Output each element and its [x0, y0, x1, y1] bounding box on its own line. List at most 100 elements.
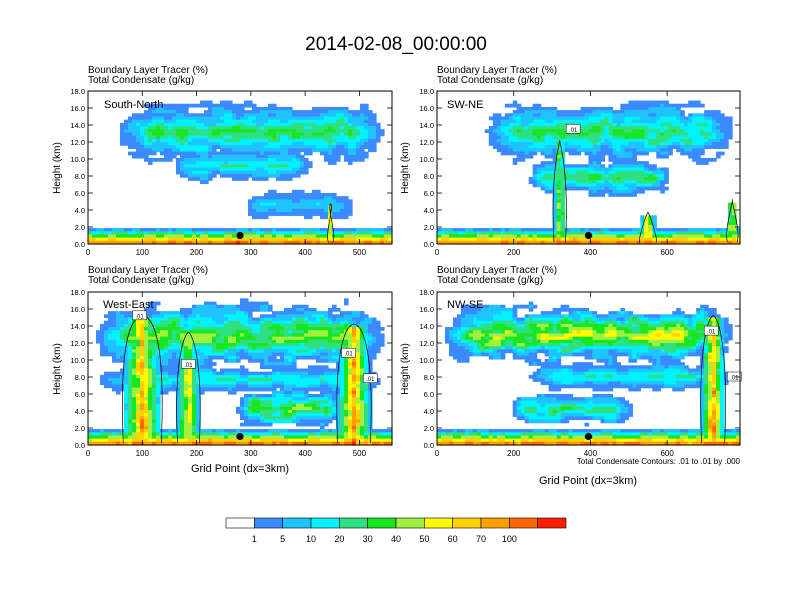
y-tick-label: 2.0 — [75, 424, 85, 433]
y-tick-label: 2.0 — [75, 223, 85, 232]
contour-label-box — [703, 325, 719, 336]
colorbar-swatch — [509, 517, 538, 529]
panel-label: NW-SE — [447, 299, 483, 311]
y-tick-label: 18.0 — [70, 288, 85, 297]
x-tick-label: 500 — [353, 248, 367, 257]
y-tick-label: 10.0 — [70, 356, 85, 365]
x-tick-label: 600 — [660, 248, 674, 257]
panel-sw-ne: Boundary Layer Tracer (%) Total Condensa… — [400, 65, 741, 257]
contour-label: .01 — [184, 363, 193, 369]
condensate-contour — [327, 203, 335, 243]
x-tick-label: 500 — [353, 449, 367, 458]
y-tick-label: 18.0 — [419, 87, 434, 96]
y-tick-label: 2.0 — [424, 424, 434, 433]
colorbar-label: 70 — [476, 534, 486, 544]
panel-plot: .01 0 200 400 600 0.0 2.0 4.0 6.0 8.0 10.0 12.0 14.0… — [419, 87, 741, 257]
plot-frame — [436, 90, 741, 245]
panel-plot: 0 100 200 300 400 500 0.0 2.0 4.0 6.0 8.0 10.0 12.0 1… — [70, 87, 393, 257]
tracer-field — [437, 301, 741, 446]
panel-title-line1: Boundary Layer Tracer (%) — [437, 65, 557, 76]
x-tick-label: 300 — [244, 449, 258, 458]
x-tick-label: 600 — [660, 449, 674, 458]
contour-label-box — [726, 371, 742, 382]
y-tick-label: 18.0 — [419, 288, 434, 297]
x-axis-label-right: Grid Point (dx=3km) — [539, 475, 637, 487]
colorbar-swatch — [367, 517, 397, 529]
x-tick-label: 200 — [507, 248, 521, 257]
x-axis-label-left: Grid Point (dx=3km) — [191, 463, 289, 475]
y-tick-label: 12.0 — [419, 138, 434, 147]
tracer-field — [437, 100, 741, 245]
condensate-contour — [552, 139, 567, 243]
colorbar-swatch — [424, 517, 453, 529]
location-marker — [584, 432, 593, 441]
y-tick-label: 8.0 — [75, 172, 85, 181]
plot-frame — [436, 291, 741, 446]
y-tick-label: 16.0 — [70, 305, 85, 314]
y-tick-label: 16.0 — [70, 104, 85, 113]
y-tick-label: 4.0 — [424, 407, 434, 416]
y-tick-label: 12.0 — [70, 339, 85, 348]
contour-label: .01 — [730, 376, 739, 382]
colorbar-label: 60 — [448, 534, 458, 544]
contour-label-box — [565, 124, 581, 134]
panel-title-line1: Boundary Layer Tracer (%) — [88, 65, 208, 76]
contour-footnote: Total Condensate Contours: .01 to .01 by… — [577, 457, 741, 466]
x-tick-label: 200 — [190, 449, 204, 458]
y-axis-label: Height (km) — [400, 142, 411, 194]
x-tick-label: 300 — [244, 248, 258, 257]
y-tick-label: 10.0 — [70, 155, 85, 164]
panel-label: SW-NE — [447, 99, 483, 111]
y-tick-label: 14.0 — [70, 121, 85, 130]
plot-frame — [87, 90, 393, 245]
contour-label: .01 — [344, 352, 353, 358]
y-axis-label: Height (km) — [52, 343, 63, 395]
y-tick-label: 10.0 — [419, 155, 434, 164]
colorbar-label: 50 — [419, 534, 429, 544]
colorbar-label: 10 — [306, 534, 316, 544]
panel-nw-se: Boundary Layer Tracer (%) Total Condensa… — [400, 265, 742, 458]
panel-title-line1: Boundary Layer Tracer (%) — [437, 265, 557, 276]
contour-label: .01 — [569, 128, 578, 134]
colorbar-swatch — [254, 517, 283, 529]
y-tick-label: 6.0 — [424, 189, 434, 198]
y-tick-label: 8.0 — [424, 373, 434, 382]
colorbar-label: 1 — [252, 534, 257, 544]
y-tick-label: 14.0 — [70, 322, 85, 331]
colorbar-label: 20 — [334, 534, 344, 544]
panel-south-north: Boundary Layer Tracer (%) Total Condensa… — [52, 65, 393, 257]
colorbar-swatch — [339, 517, 368, 529]
panel-title-line1: Boundary Layer Tracer (%) — [88, 265, 208, 276]
panel-plot: .01 .01 0 200 400 600 0.0 2.0 4.0 6.0 8.0 10.0 12.0 1… — [419, 288, 742, 458]
condensate-contour — [176, 332, 201, 444]
x-tick-label: 0 — [435, 449, 440, 458]
y-tick-label: 12.0 — [419, 339, 434, 348]
condensate-contour — [700, 315, 726, 444]
colorbar-label: 100 — [502, 534, 517, 544]
y-tick-label: 8.0 — [424, 172, 434, 181]
colorbar-swatch — [480, 517, 510, 529]
location-marker — [236, 231, 244, 240]
location-marker — [584, 231, 593, 240]
x-tick-label: 200 — [190, 248, 204, 257]
colorbar-swatch — [310, 517, 340, 529]
panel-title-line2: Total Condensate (g/kg) — [88, 75, 194, 86]
y-tick-label: 2.0 — [424, 223, 434, 232]
colorbar-swatch — [282, 517, 312, 529]
panel-plot: .01 .01 .01 .01 0 100 200 300 400 500 0.0 2.0 4.0 6.0… — [70, 288, 393, 458]
plot-frame — [87, 291, 393, 446]
panel-title-line2: Total Condensate (g/kg) — [88, 275, 194, 286]
colorbar-swatch — [537, 517, 567, 529]
x-tick-label: 200 — [507, 449, 521, 458]
contour-label-box — [132, 310, 147, 321]
y-tick-label: 0.0 — [424, 441, 434, 450]
colorbar: 1 5 10 20 30 40 50 60 70 100 — [225, 517, 567, 544]
y-tick-label: 4.0 — [75, 206, 85, 215]
panel-west-east: Boundary Layer Tracer (%) Total Condensa… — [52, 265, 393, 458]
colorbar-swatch — [452, 517, 482, 529]
y-tick-label: 8.0 — [75, 373, 85, 382]
y-tick-label: 16.0 — [419, 305, 434, 314]
y-tick-label: 0.0 — [75, 240, 85, 249]
contour-label-box — [341, 347, 356, 358]
